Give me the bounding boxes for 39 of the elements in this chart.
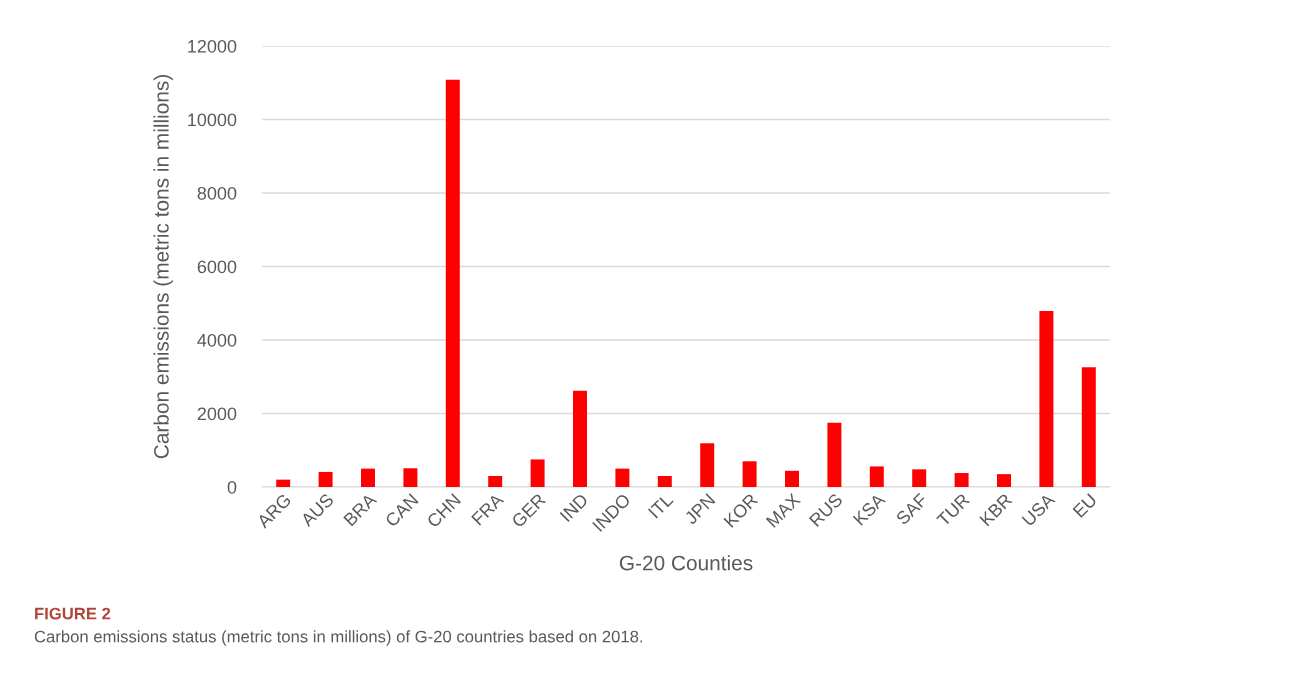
x-tick-label: IND bbox=[559, 492, 589, 522]
x-tick-label: EU bbox=[1072, 493, 1098, 518]
y-axis-title: Carbon emissions (metric tons in millions) bbox=[153, 75, 173, 459]
y-tick-label: 10000 bbox=[188, 113, 237, 127]
x-tick-label: FRA bbox=[471, 492, 505, 526]
bar bbox=[1039, 310, 1054, 487]
bar bbox=[615, 468, 630, 487]
bar bbox=[1081, 367, 1096, 487]
bar bbox=[403, 468, 418, 487]
x-axis-title: G-20 Counties bbox=[619, 555, 753, 571]
x-tick-label: USA bbox=[1021, 492, 1056, 527]
text: Carbon emissions status (metric tons in millions) of G-20 countries based on 2018. bbox=[34, 630, 643, 646]
bar bbox=[912, 469, 927, 487]
y-tick-label: 12000 bbox=[188, 39, 237, 53]
bar bbox=[276, 479, 291, 487]
bar bbox=[954, 473, 969, 487]
bar bbox=[361, 468, 375, 487]
bar bbox=[573, 390, 587, 487]
bar bbox=[869, 466, 884, 487]
bar bbox=[997, 474, 1011, 487]
bar bbox=[445, 79, 460, 487]
bar bbox=[657, 475, 672, 487]
y-tick-label: 6000 bbox=[197, 260, 237, 274]
x-tick-label: BRA bbox=[343, 492, 378, 527]
bar bbox=[488, 475, 503, 487]
bar bbox=[700, 443, 715, 487]
y-tick-label: 4000 bbox=[197, 333, 237, 347]
bar bbox=[827, 422, 842, 487]
bar bbox=[785, 470, 799, 487]
y-tick-label: 8000 bbox=[197, 186, 237, 200]
bar bbox=[742, 461, 757, 487]
bar bbox=[530, 459, 545, 487]
y-tick-label: 0 bbox=[227, 480, 237, 494]
x-tick-label: TUR bbox=[936, 492, 971, 528]
bar bbox=[318, 471, 333, 487]
x-tick-label: ITL bbox=[648, 492, 674, 519]
caption: FIGURE 2 bbox=[35, 607, 111, 620]
x-tick-label: KSA bbox=[852, 492, 887, 526]
y-tick-label: 2000 bbox=[197, 407, 237, 421]
